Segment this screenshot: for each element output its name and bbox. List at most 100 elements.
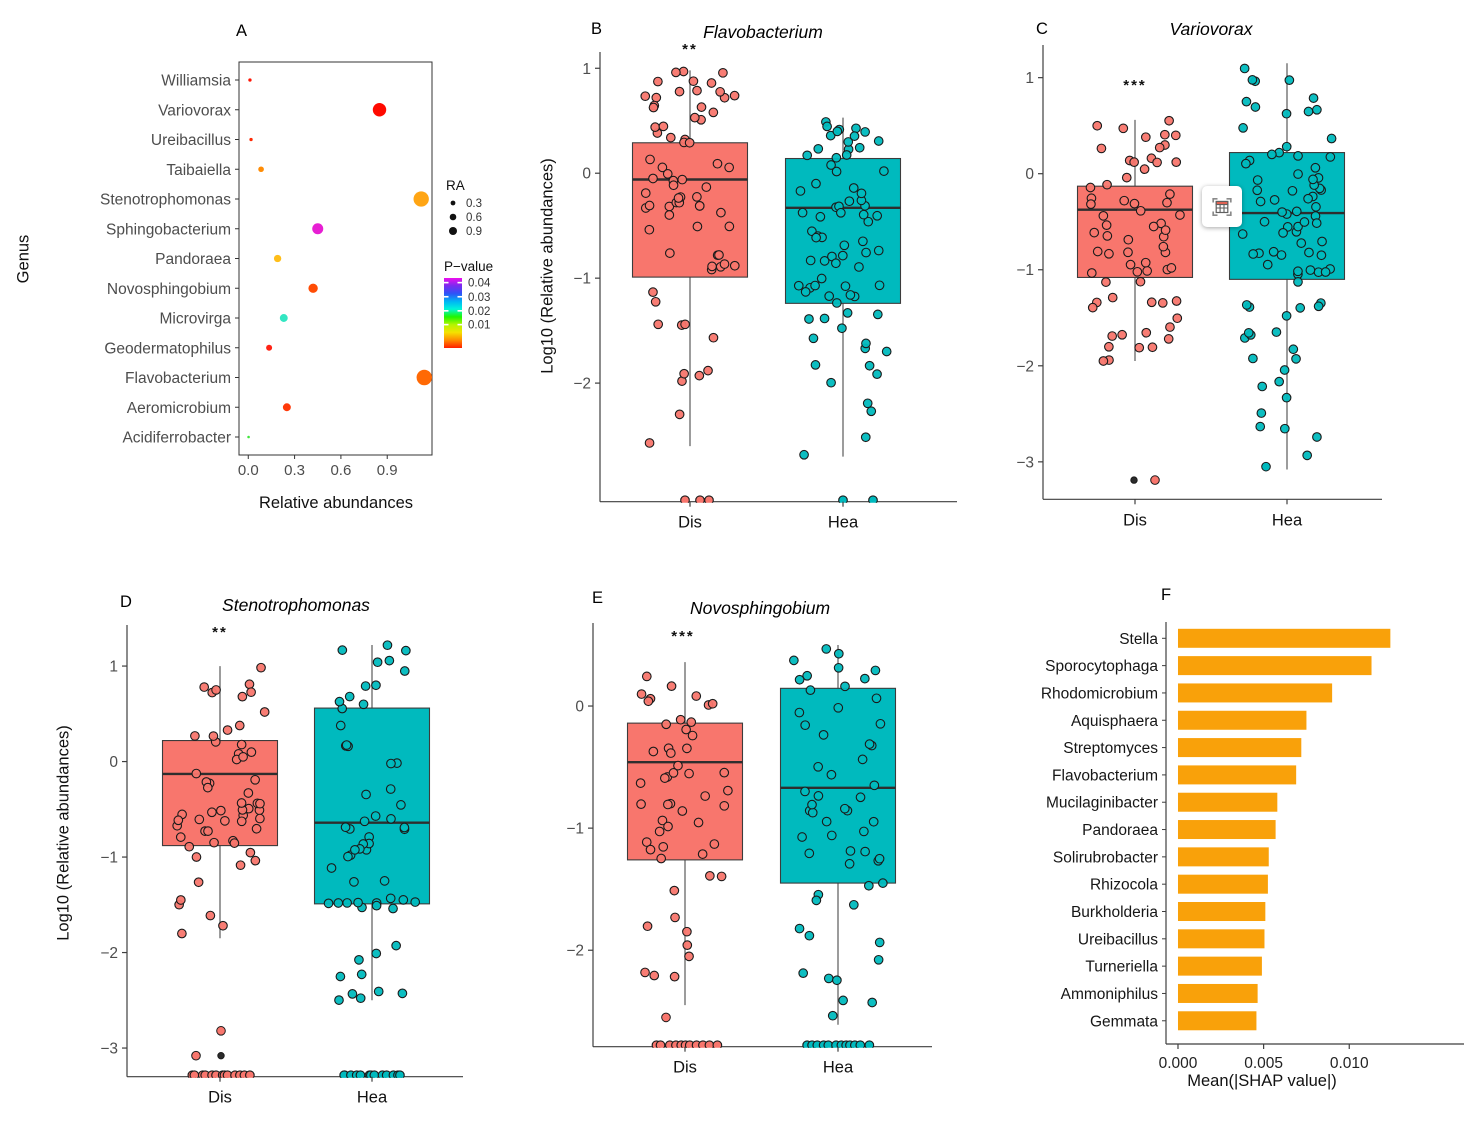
genus-label: Stenotrophomonas <box>100 192 231 209</box>
legend-color-tick: 0.02 <box>468 306 490 318</box>
shap-bar-mucilaginibacter <box>1177 792 1278 812</box>
panel-e-letter: E <box>592 589 604 607</box>
floor-point <box>704 495 714 503</box>
y-tick-label: 0 <box>1025 166 1034 183</box>
bar-category-label: Streptomyces <box>1063 740 1158 757</box>
panel-f-barchart: Stella Sporocytophaga Rhodomicrobium Aquisp… <box>1041 622 1464 1072</box>
legend-size-label: 0.9 <box>466 226 482 238</box>
outlier-point <box>217 1051 225 1060</box>
genus-dot-stenotrophomonas <box>413 191 429 207</box>
shap-bar-burkholderia <box>1177 902 1266 921</box>
genus-label: Pandoraea <box>155 251 231 268</box>
y-tick-label: −1 <box>566 821 584 838</box>
genus-label: Taibaiella <box>166 162 231 179</box>
panel-d-boxplot: 1 0 −1 −2 −3 Dis Hea <box>100 625 463 1107</box>
panel-a-x-axis-title: Relative abundances <box>258 494 414 512</box>
floor-point <box>712 1040 723 1048</box>
box-hea <box>313 707 431 905</box>
panel-d-significance: ** <box>212 624 228 641</box>
outlier-point <box>1261 461 1271 472</box>
y-tick-label: −2 <box>566 943 584 960</box>
bar-category-label: Rhizocola <box>1090 877 1158 894</box>
genus-dot-williamsia <box>248 78 252 82</box>
x-category-label-dis: Dis <box>208 1089 232 1107</box>
shap-bar-ammoniphilus <box>1177 983 1258 1003</box>
genus-label: Aeromicrobium <box>127 400 231 417</box>
shap-bar-turneriella <box>1177 956 1262 976</box>
x-category-label-hea: Hea <box>1272 511 1303 529</box>
bar-category-label: Turneriella <box>1085 959 1158 976</box>
y-tick-label: −1 <box>1016 262 1034 279</box>
shap-bar-gemmata <box>1177 1011 1257 1031</box>
x-category-label-dis: Dis <box>1123 511 1147 529</box>
panel-a-dotplot: Williamsia Variovorax Ureibacillus Taibaiel… <box>100 61 493 479</box>
x-tick-label: 0.010 <box>1330 1055 1369 1072</box>
genus-label: Geodermatophilus <box>104 340 231 357</box>
y-tick-label: 1 <box>582 61 591 78</box>
jitter-points-dis <box>635 671 733 1048</box>
bar-category-label: Sporocytophaga <box>1045 658 1158 675</box>
panel-a-y-axis-title: Genus <box>14 234 33 284</box>
bar-category-label: Stella <box>1119 631 1158 648</box>
panel-e-boxplot: 0 −1 −2 Dis Hea <box>566 623 932 1077</box>
panel-b-significance: ** <box>682 41 698 58</box>
bar-category-label: Pandoraea <box>1082 822 1158 839</box>
genus-dot-sphingobacterium <box>312 223 324 235</box>
panel-c-significance: *** <box>1123 77 1147 94</box>
plot-area <box>161 640 431 1078</box>
outlier-point <box>216 1026 226 1036</box>
genus-label: Williamsia <box>161 73 231 90</box>
bar-category-label: Ammoniphilus <box>1061 986 1159 1003</box>
table-glyph <box>1215 200 1229 213</box>
floor-point <box>695 495 705 503</box>
legend-color-tick: 0.04 <box>468 278 491 290</box>
x-category-label-hea: Hea <box>828 514 859 532</box>
table-capture-overlay-button[interactable] <box>1202 186 1242 227</box>
genus-dot-flavobacterium <box>416 369 433 386</box>
jitter-points-hea <box>323 640 421 1078</box>
panel-c-letter: C <box>1036 20 1048 38</box>
y-tick-label: 1 <box>109 659 118 676</box>
axis-lines <box>599 52 957 503</box>
panel-f-x-axis-title: Mean(|SHAP value|) <box>1187 1072 1337 1090</box>
x-tick-label: 0.005 <box>1244 1055 1283 1072</box>
panel-a-letter: A <box>236 22 248 40</box>
genus-label: Acidiferrobacter <box>122 430 231 447</box>
panel-f-letter: F <box>1161 586 1172 604</box>
y-tick-label: 0 <box>109 754 118 771</box>
bar-category-label: Burkholderia <box>1071 904 1158 921</box>
panel-e-title: Novosphingobium <box>689 598 831 618</box>
pvalue-colorbar <box>444 278 462 348</box>
x-tick-label: 0.6 <box>330 462 351 479</box>
genus-label: Sphingobacterium <box>106 221 231 238</box>
genus-label: Ureibacillus <box>151 132 231 149</box>
outlier-point <box>661 1012 671 1023</box>
scan-frame-brackets <box>1212 197 1232 216</box>
shap-bar-stella <box>1177 628 1391 648</box>
bar-category-label: Flavobacterium <box>1052 767 1158 784</box>
legend-color-title: P−value <box>444 259 493 274</box>
genus-label: Flavobacterium <box>125 370 231 387</box>
outlier-point <box>191 1050 201 1061</box>
panel-border <box>238 61 433 456</box>
floor-point <box>355 1070 366 1078</box>
y-tick-label: −3 <box>1016 454 1034 471</box>
panel-e-significance: *** <box>671 628 695 645</box>
plot-area <box>631 66 902 503</box>
panel-b-y-axis-title: Log10 (Relative abundances) <box>538 158 557 374</box>
bar-category-label: Gemmata <box>1090 1013 1158 1030</box>
y-tick-label: −2 <box>1016 358 1034 375</box>
genus-dot-geodermatophilus <box>266 344 273 351</box>
genus-dot-variovorax <box>372 103 387 117</box>
x-tick-label: 0.000 <box>1159 1055 1198 1072</box>
box-hea <box>784 157 902 304</box>
y-tick-label: 0 <box>582 166 591 183</box>
shap-bar-solirubrobacter <box>1177 847 1269 867</box>
shap-bar-ureibacillus <box>1177 929 1265 949</box>
jitter-points-hea <box>789 644 888 1048</box>
outlier-point <box>1150 475 1160 485</box>
y-tick-label: −2 <box>100 945 118 962</box>
panel-d-y-axis-title: Log10 (Relative abundances) <box>54 725 73 941</box>
shap-bar-aquisphaera <box>1177 710 1307 730</box>
jitter-points-dis <box>172 662 270 1078</box>
